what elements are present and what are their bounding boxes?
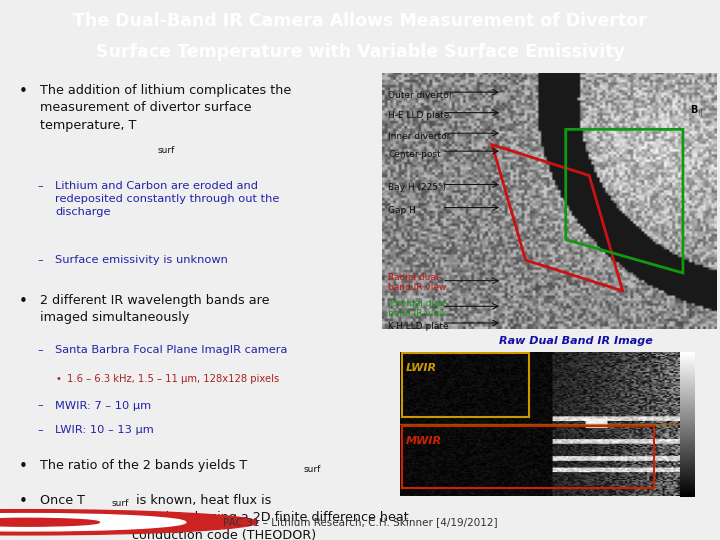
- Text: K-H LLD plate: K-H LLD plate: [388, 322, 449, 330]
- Text: •: •: [55, 374, 61, 384]
- Text: MWIR: 7 – 10 μm: MWIR: 7 – 10 μm: [55, 401, 151, 410]
- Circle shape: [0, 518, 99, 526]
- Text: surf: surf: [304, 465, 321, 474]
- Text: Surface emissivity is unknown: Surface emissivity is unknown: [55, 255, 228, 266]
- Text: –: –: [37, 426, 43, 435]
- Text: Bay H (225°): Bay H (225°): [388, 183, 446, 192]
- Text: H-E LLD plate: H-E LLD plate: [388, 111, 450, 120]
- Text: Surface Temperature with Variable Surface Emissivity: Surface Temperature with Variable Surfac…: [96, 43, 624, 61]
- Text: 1.6 – 6.3 kHz, 1.5 – 11 μm, 128x128 pixels: 1.6 – 6.3 kHz, 1.5 – 11 μm, 128x128 pixe…: [67, 374, 279, 384]
- Text: is known, heat flux is
calculated using a 2D finite difference heat
conduction c: is known, heat flux is calculated using …: [132, 494, 409, 540]
- Text: •: •: [19, 494, 27, 509]
- Text: Lithium and Carbon are eroded and
redeposited constantly through out the
dischar: Lithium and Carbon are eroded and redepo…: [55, 181, 279, 217]
- Text: Radial dual-
band IR view: Radial dual- band IR view: [388, 273, 446, 292]
- Text: •: •: [19, 294, 27, 309]
- Text: The ratio of the 2 bands yields T: The ratio of the 2 bands yields T: [40, 460, 247, 472]
- Text: Center-post: Center-post: [388, 150, 441, 159]
- Text: surf: surf: [112, 499, 129, 508]
- Text: PAC 31 – Lithium Research, C.H. Skinner [4/19/2012]: PAC 31 – Lithium Research, C.H. Skinner …: [222, 517, 498, 527]
- Text: –: –: [37, 345, 43, 355]
- Text: –: –: [37, 255, 43, 266]
- Text: LWIR: 10 – 13 μm: LWIR: 10 – 13 μm: [55, 426, 154, 435]
- Text: MWIR: MWIR: [406, 436, 442, 446]
- Text: The addition of lithium complicates the
measurement of divertor surface
temperat: The addition of lithium complicates the …: [40, 84, 291, 132]
- Circle shape: [0, 514, 186, 531]
- Text: •: •: [19, 460, 27, 475]
- Text: Outer divertor: Outer divertor: [388, 91, 453, 100]
- Text: Gap H: Gap H: [388, 206, 416, 215]
- Text: B$_{||}$: B$_{||}$: [690, 104, 703, 119]
- Bar: [402, 426, 654, 488]
- Text: 2 different IR wavelength bands are
imaged simultaneously: 2 different IR wavelength bands are imag…: [40, 294, 269, 325]
- Text: The Dual-Band IR Camera Allows Measurement of Divertor: The Dual-Band IR Camera Allows Measureme…: [73, 12, 647, 30]
- Text: Santa Barbra Focal Plane ImagIR camera: Santa Barbra Focal Plane ImagIR camera: [55, 345, 287, 355]
- Text: Inner divertor: Inner divertor: [388, 132, 451, 141]
- Circle shape: [0, 510, 258, 535]
- Bar: [402, 353, 529, 416]
- Text: NSTX-U: NSTX-U: [54, 516, 109, 529]
- Text: •: •: [19, 84, 27, 99]
- Text: Toroidal dual-
band IR view: Toroidal dual- band IR view: [388, 299, 449, 318]
- Text: –: –: [37, 401, 43, 410]
- Text: Raw Dual Band IR Image: Raw Dual Band IR Image: [499, 336, 652, 346]
- Text: –: –: [37, 181, 43, 191]
- Text: Once T: Once T: [40, 494, 85, 507]
- Text: surf: surf: [158, 146, 176, 156]
- Text: LWIR: LWIR: [406, 363, 437, 373]
